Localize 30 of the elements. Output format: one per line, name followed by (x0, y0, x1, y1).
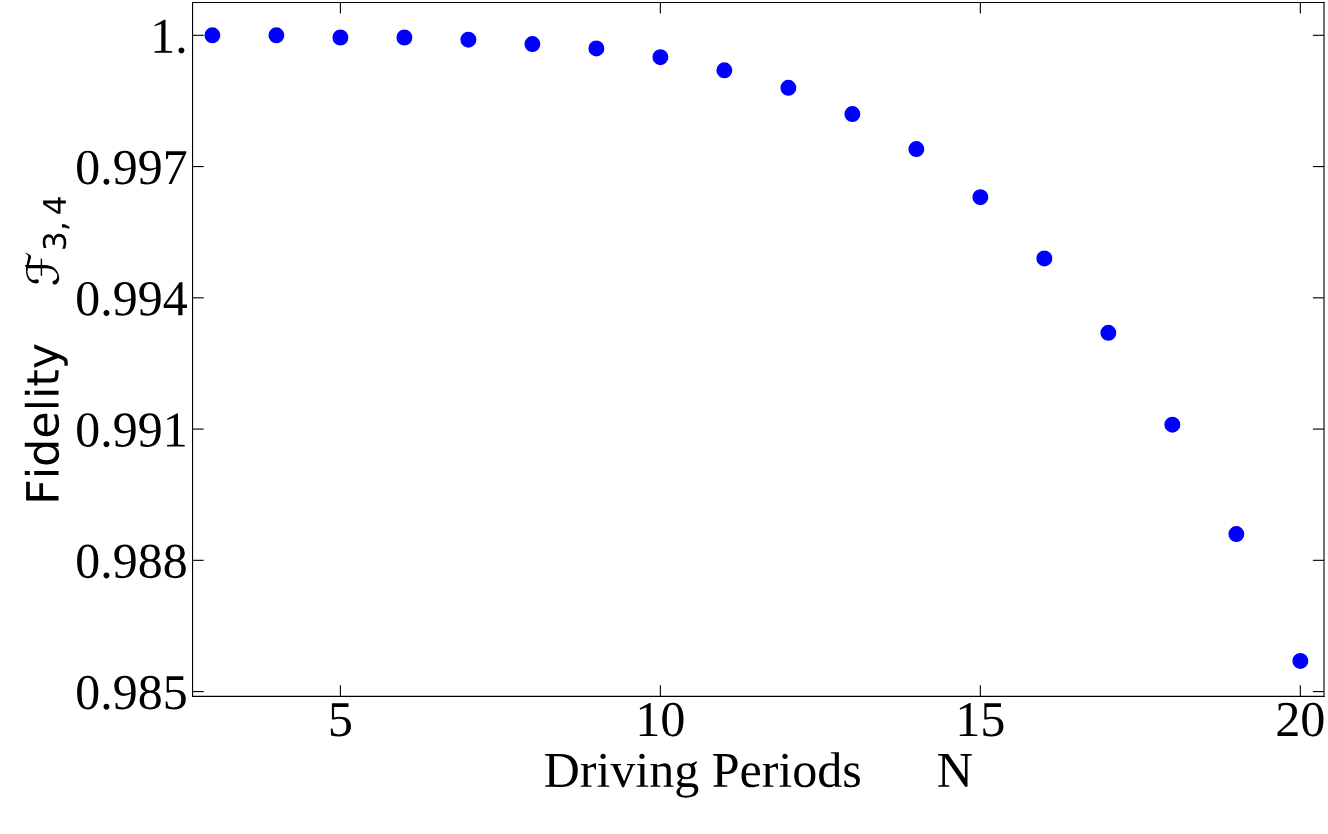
point (268, 27, 285, 44)
x-axis-title: Driving Periods N (545, 752, 972, 798)
point (1100, 324, 1117, 341)
x-tick-label: 20 (1277, 702, 1324, 737)
y-tick-label: 0.985 (77, 675, 186, 710)
point (1164, 416, 1181, 433)
y-tick-label: 1. (154, 19, 185, 54)
point (524, 36, 541, 53)
point (908, 141, 925, 158)
x-tick-label: 15 (959, 702, 1004, 737)
point (204, 27, 221, 44)
y-tick-label: 0.997 (77, 150, 187, 185)
point (1292, 652, 1309, 669)
point (652, 49, 669, 66)
point (588, 40, 605, 57)
y-tick-label: 0.991 (77, 413, 185, 448)
y-tick-label: 0.994 (77, 281, 187, 316)
point (1036, 250, 1053, 267)
point (972, 189, 989, 206)
y-tick-label: 0.988 (77, 544, 186, 579)
x-tick-label: 5 (330, 703, 351, 737)
x-tick-label: 10 (639, 702, 684, 737)
point (460, 31, 477, 48)
point (780, 79, 797, 96)
point (844, 106, 861, 123)
point (396, 29, 413, 46)
point (1228, 526, 1245, 543)
y-axis-title: Fidelity ℱ$_{3,4}$ (24, 197, 70, 501)
point (332, 29, 349, 46)
point (716, 62, 733, 79)
